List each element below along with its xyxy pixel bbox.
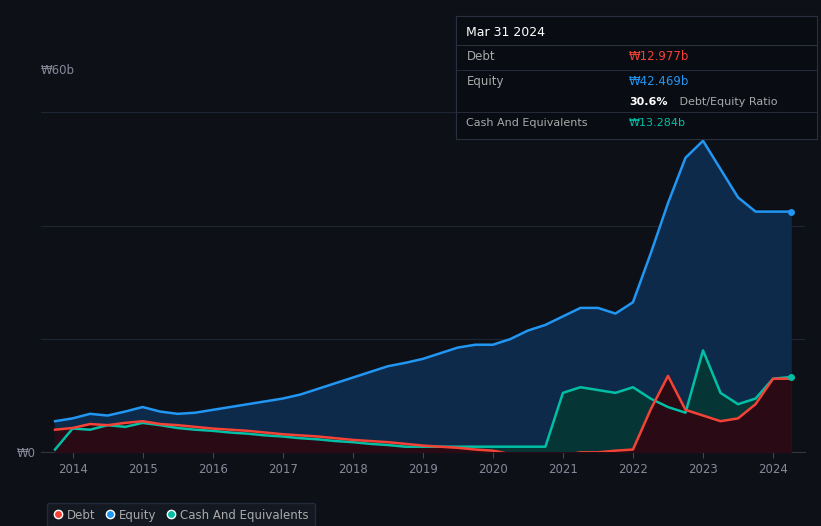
Text: Debt/Equity Ratio: Debt/Equity Ratio	[676, 97, 777, 107]
Text: Equity: Equity	[466, 75, 504, 88]
Text: Cash And Equivalents: Cash And Equivalents	[466, 118, 588, 128]
Text: ₩42.469b: ₩42.469b	[629, 75, 690, 88]
Text: Debt: Debt	[466, 50, 495, 64]
Text: Mar 31 2024: Mar 31 2024	[466, 26, 545, 39]
Text: ₩12.977b: ₩12.977b	[629, 50, 690, 64]
Text: ₩60b: ₩60b	[41, 64, 75, 77]
Point	[784, 207, 797, 216]
Text: 30.6%: 30.6%	[629, 97, 667, 107]
Legend: Debt, Equity, Cash And Equivalents: Debt, Equity, Cash And Equivalents	[47, 503, 315, 526]
Text: ₩13.284b: ₩13.284b	[629, 118, 686, 128]
Point	[784, 373, 797, 381]
